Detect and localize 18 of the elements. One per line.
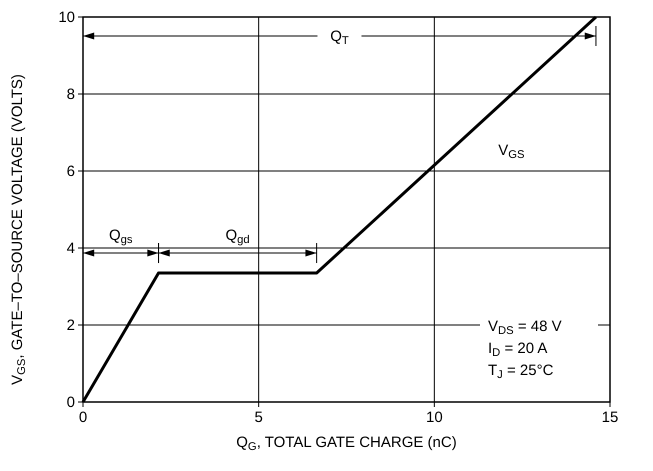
y-tick-label: 2 [66, 317, 75, 334]
x-tick-label: 0 [78, 409, 88, 426]
series-label: V$_{GS}$ [498, 142, 525, 161]
y-tick-label: 6 [66, 163, 75, 180]
annotation: T$_{J}$ = 25°C [488, 362, 554, 381]
x-tick-label: 5 [254, 409, 263, 426]
x-tick-label: 15 [602, 409, 618, 426]
annotation: Q$_{T}$ [330, 28, 349, 47]
annotation: V$_{DS}$ = 48 V [488, 318, 562, 337]
y-tick-label: 10 [58, 9, 75, 26]
annotation: Q$_{gs}$ [108, 227, 133, 246]
x-tick-label: 10 [426, 409, 443, 426]
annotation: Q$_{gd}$ [225, 227, 250, 246]
x-axis-title: Q$_{G}$, TOTAL GATE CHARGE (nC) [236, 434, 457, 453]
y-tick-label: 0 [66, 394, 75, 411]
y-tick-label: 8 [66, 86, 75, 103]
annotation: I$_{D}$ = 20 A [488, 340, 548, 359]
y-tick-label: 4 [66, 240, 75, 257]
